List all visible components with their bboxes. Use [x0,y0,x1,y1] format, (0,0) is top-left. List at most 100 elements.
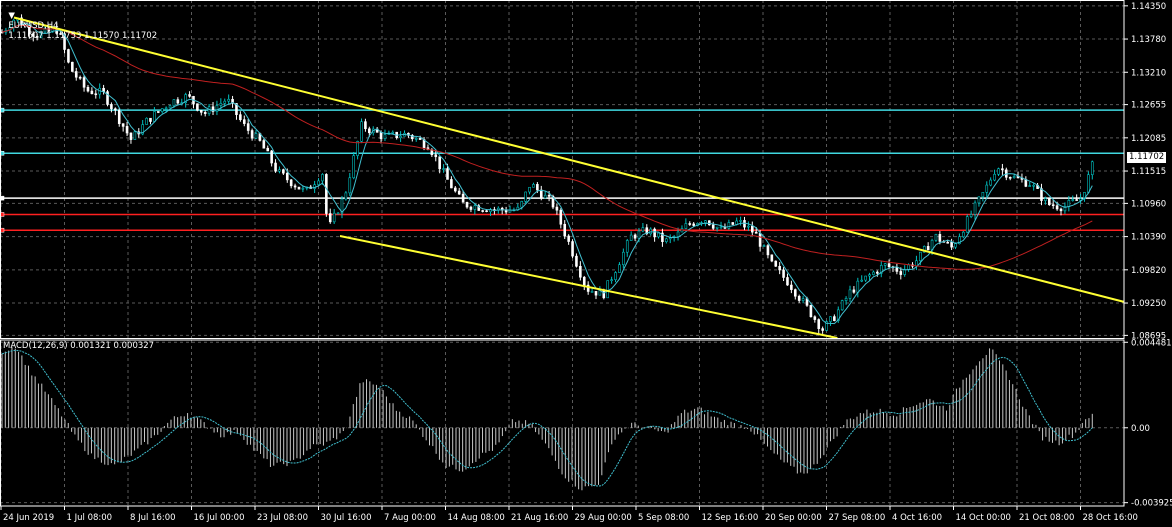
price-tick-label: 1.11515 [1131,167,1166,177]
triangle-down-icon[interactable]: ▼ [8,11,15,21]
candle-body [1071,199,1075,201]
macd-pane-border [0,339,1125,507]
price-axis: 1.14350 1.13780 1.13210 1.12655 1.12085 1.115… [1124,2,1166,341]
candle-body [751,225,754,233]
candle-body [747,225,750,228]
candle-body [532,184,535,188]
candle-body [610,279,613,281]
candle-body [563,223,567,237]
candle-body [176,99,180,104]
candle-body [860,279,864,282]
candle-body [528,186,531,193]
candle-body [297,186,301,190]
candle-body [946,241,949,244]
candle-body [379,131,383,139]
candle-body [254,133,258,139]
candle-body [969,214,973,217]
candle-body [94,93,98,96]
candle-body [770,254,774,262]
candle-body [74,71,78,78]
candle-body [719,226,723,229]
candle-body [442,168,445,170]
candle-body [977,196,981,204]
candle-body [684,223,688,229]
candle-body [317,180,320,186]
candle-body [47,27,51,32]
candle-body [110,104,113,110]
candle-body [82,77,86,88]
candle-body [285,172,289,181]
candle-body [801,298,805,301]
candle-body [524,191,527,202]
candle-body [328,213,332,223]
candle-body [414,138,418,140]
candle-body [141,124,144,135]
candle-body [852,289,856,293]
candle-body [633,234,637,239]
candle-body [993,173,996,181]
candle-body [868,274,871,277]
candle-body [575,255,578,267]
candle-body [39,31,43,38]
candle-body [543,194,547,199]
candle-body [676,231,680,237]
candle-body [809,305,813,318]
price-tick-label: 1.13210 [1131,68,1166,78]
candle-body [520,201,524,208]
candle-body [344,192,348,200]
price-tick-label: 1.12085 [1131,134,1166,144]
candle-body [90,90,94,95]
candle-body [133,131,137,140]
candle-body [954,243,957,248]
candle-body [665,238,668,242]
candle-body [688,223,692,225]
time-tick-label: 14 Oct 00:00 [956,513,1011,523]
candle-body [149,117,152,122]
candle-body [485,210,488,213]
candle-body [762,245,766,247]
candle-body [919,251,922,262]
candle-body [934,234,938,241]
level-handle [0,107,5,113]
candle-body [766,245,770,256]
candle-body [352,155,356,179]
candle-body [704,220,707,223]
candle-body [833,316,836,321]
slow-ma-line [1,25,1093,270]
candle-body [278,169,281,172]
macd-tick-label: 0.004481 [1131,338,1172,348]
trendlines[interactable] [13,16,1125,339]
candle-body [821,328,824,331]
candle-body [829,316,832,322]
candle-body [876,271,879,274]
candle-body [67,49,70,63]
candle-body [555,206,559,211]
candle-body [71,61,74,72]
price-tick-label: 1.14350 [1131,2,1166,12]
time-tick-label: 5 Sep 08:00 [638,513,689,523]
candle-body [332,212,336,223]
candle-body [606,280,610,299]
candle-body [559,209,563,225]
candle-body [102,87,105,92]
candle-body [1063,206,1067,212]
price-tick-label: 1.09250 [1131,299,1166,309]
candle-body [321,174,324,182]
candle-body [246,123,250,131]
level-handle [0,212,5,217]
candle-body [31,33,35,37]
candle-body [266,147,270,152]
chart-header: ▼ EURUSD,H4 1.11607 1.11753 1.11570 1.11… [3,1,157,41]
candles [0,14,1094,334]
candle-body [59,33,62,35]
candle-body [715,226,719,229]
candle-body [836,309,840,321]
candle-body [1024,179,1028,187]
candle-body [215,105,219,112]
candle-body [235,103,238,115]
candle-body [1079,198,1082,201]
time-tick-label: 23 Jul 08:00 [257,513,308,523]
candle-body [551,195,555,208]
candle-body [883,263,887,266]
